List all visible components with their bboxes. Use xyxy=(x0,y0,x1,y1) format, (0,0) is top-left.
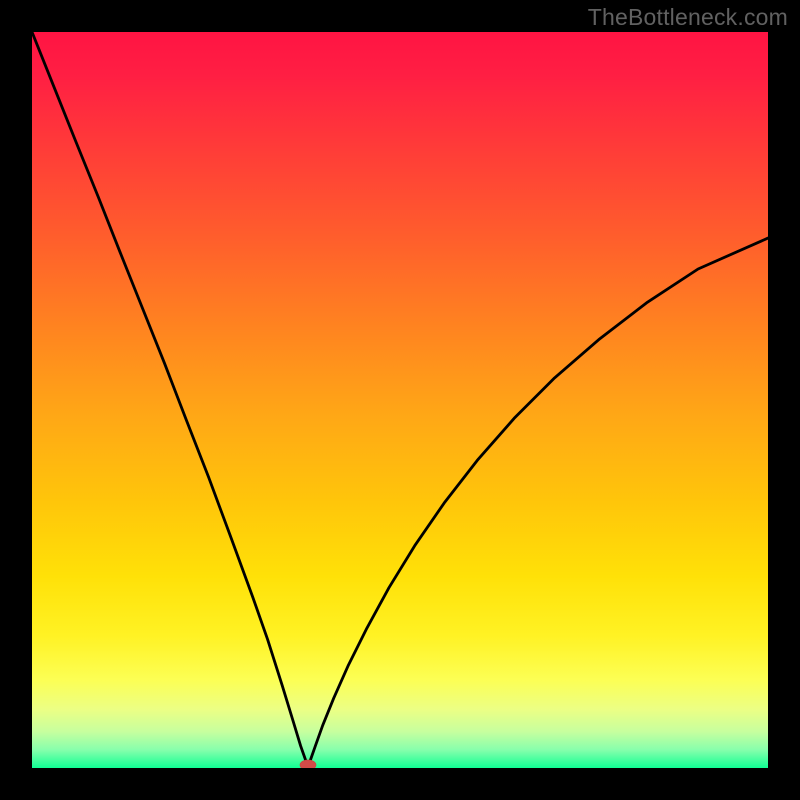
vertex-marker xyxy=(300,760,316,768)
bottleneck-chart xyxy=(32,32,768,768)
watermark-label: TheBottleneck.com xyxy=(588,4,788,31)
vertex-marker-layer xyxy=(32,32,768,768)
